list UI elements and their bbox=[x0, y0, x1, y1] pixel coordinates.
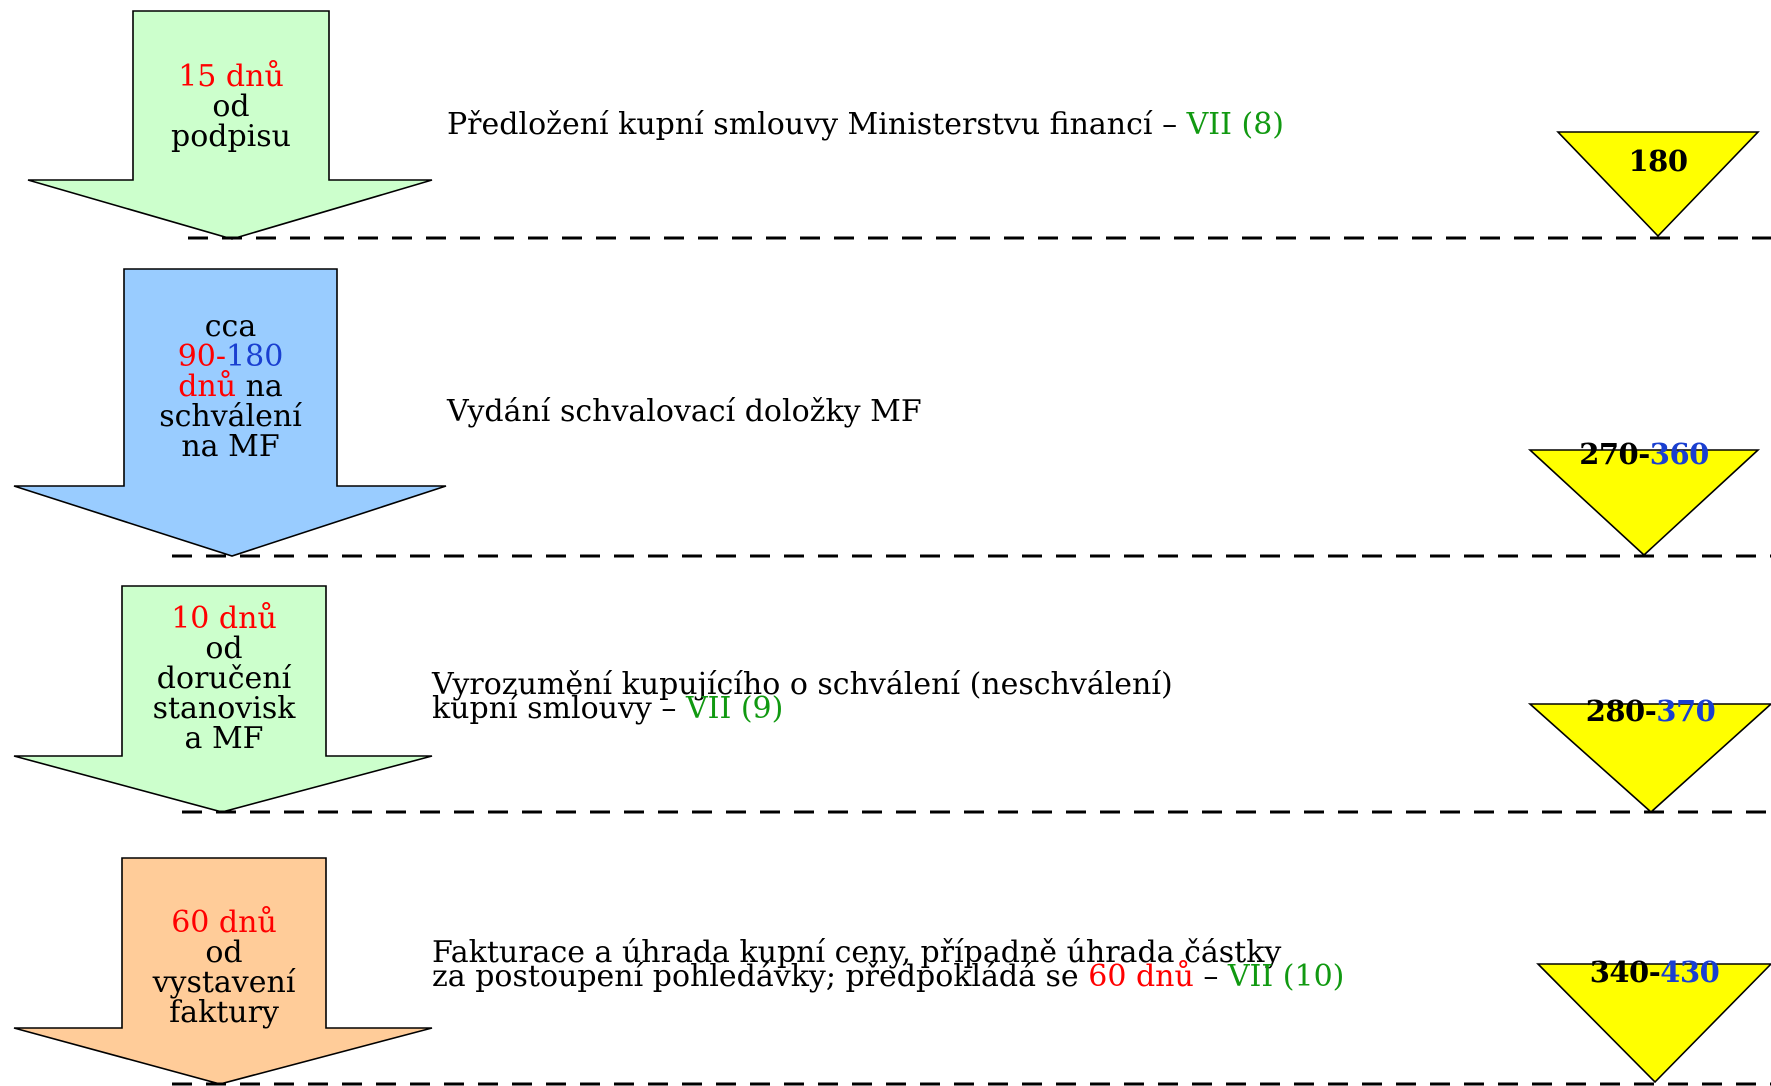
step-1-arrow-line-2: od bbox=[212, 89, 250, 124]
step-2-arrow-line-1: cca bbox=[204, 309, 257, 344]
step-2-arrow-line-4: schválení bbox=[159, 399, 302, 434]
step-2-duration-min: 90- bbox=[177, 339, 227, 374]
step-2-arrow-line-3-tail: na bbox=[236, 369, 283, 404]
step-2-description: Vydání schvalovací doložky MF bbox=[447, 397, 922, 427]
step-2-total-start: 270- bbox=[1579, 437, 1650, 471]
step-2-duration-max: 180 bbox=[226, 339, 284, 374]
step-2-arrow-text: cca 90-180 dnů na schválení na MF bbox=[124, 312, 337, 462]
step-3-arrow-line-5: a MF bbox=[184, 721, 264, 756]
step-4-arrow-line-3: vystavení bbox=[152, 965, 296, 1000]
step-2-total-triangle bbox=[1527, 449, 1761, 557]
step-3-description-line-1: Vyrozumění kupujícího o schválení (nesch… bbox=[432, 667, 1173, 702]
step-1-arrow-text: 15 dnů od podpisu bbox=[133, 62, 329, 152]
step-1-arrow bbox=[27, 10, 433, 240]
step-2-arrow bbox=[13, 268, 447, 557]
step-1-duration: 15 dnů bbox=[178, 59, 284, 94]
step-3-arrow-text: 10 dnů od doručení stanovisk a MF bbox=[122, 604, 326, 754]
step-3-total-start: 280- bbox=[1585, 694, 1657, 728]
step-1-description: Předložení kupní smlouvy Ministerstvu fi… bbox=[447, 110, 1284, 140]
step-4-description-line-1: Fakturace a úhrada kupní ceny, případně … bbox=[432, 935, 1282, 970]
step-3-arrow-line-3: doručení bbox=[156, 661, 292, 696]
step-4-duration: 60 dnů bbox=[171, 905, 277, 940]
step-1-total-start: 180 bbox=[1628, 144, 1688, 178]
step-4-reference: VII (10) bbox=[1227, 959, 1345, 994]
step-1-total-triangle bbox=[1556, 131, 1760, 238]
step-3-description-line-2-text: kupní smlouvy – bbox=[432, 691, 686, 726]
step-1-description-text: Předložení kupní smlouvy Ministerstvu fi… bbox=[447, 107, 1187, 142]
step-4-arrow bbox=[13, 857, 433, 1085]
step-2-description-text: Vydání schvalovací doložky MF bbox=[447, 394, 922, 429]
step-4-description-dash: – bbox=[1193, 959, 1228, 994]
step-4-description-duration: 60 dnů bbox=[1088, 959, 1194, 994]
step-1-arrow-line-3: podpisu bbox=[171, 119, 291, 154]
step-4-description: Fakturace a úhrada kupní ceny, případně … bbox=[432, 938, 1344, 992]
step-3-arrow bbox=[13, 585, 433, 813]
step-3-duration: 10 dnů bbox=[171, 601, 277, 636]
step-3-total-end: 370 bbox=[1656, 694, 1716, 728]
step-3-arrow-line-2: od bbox=[205, 631, 243, 666]
step-4-description-line-2: za postoupení pohledávky; předpokládá se… bbox=[432, 962, 1344, 992]
step-4-arrow-line-2: od bbox=[205, 935, 243, 970]
step-3-reference: VII (9) bbox=[685, 691, 784, 726]
step-2-arrow-line-5: na MF bbox=[181, 429, 280, 464]
step-1-total-label: 180 bbox=[1558, 144, 1758, 178]
step-4-total-end: 430 bbox=[1660, 955, 1720, 989]
step-4-arrow-text: 60 dnů od vystavení faktury bbox=[122, 908, 326, 1028]
step-4-total-label: 340-430 bbox=[1538, 955, 1771, 989]
step-4-arrow-line-4: faktury bbox=[169, 995, 279, 1030]
step-3-arrow-line-4: stanovisk bbox=[152, 691, 296, 726]
step-3-description: Vyrozumění kupujícího o schválení (nesch… bbox=[432, 670, 1173, 724]
step-2-total-label: 270-360 bbox=[1530, 437, 1758, 471]
step-3-description-line-2: kupní smlouvy – VII (9) bbox=[432, 694, 1173, 724]
step-1-reference: VII (8) bbox=[1186, 107, 1285, 142]
step-2-duration-unit: dnů bbox=[178, 369, 237, 404]
step-3-total-triangle bbox=[1527, 703, 1771, 814]
step-2-arrow-line-3: dnů na bbox=[124, 372, 337, 402]
step-4-total-start: 340- bbox=[1589, 955, 1661, 989]
step-2-duration: 90-180 bbox=[124, 342, 337, 372]
step-4-total-triangle bbox=[1536, 963, 1771, 1084]
step-4-description-line-2-text: za postoupení pohledávky; předpokládá se bbox=[432, 959, 1089, 994]
step-2-total-end: 360 bbox=[1649, 437, 1710, 471]
step-3-total-label: 280-370 bbox=[1530, 694, 1771, 728]
